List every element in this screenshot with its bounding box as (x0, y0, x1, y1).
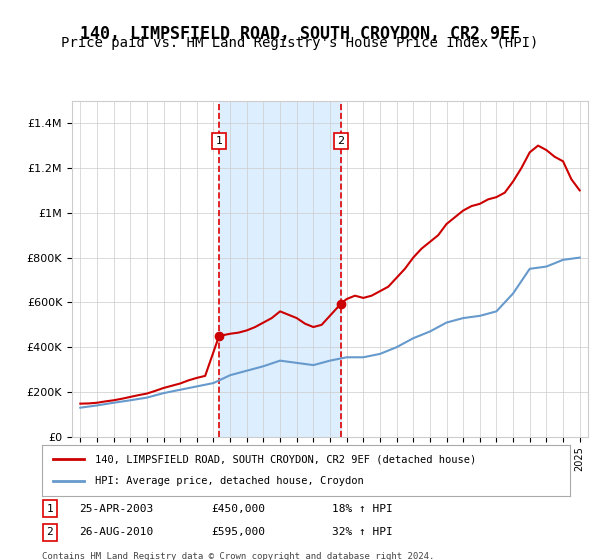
Text: HPI: Average price, detached house, Croydon: HPI: Average price, detached house, Croy… (95, 477, 364, 487)
Bar (219, 101, 341, 437)
Text: 2: 2 (338, 136, 344, 146)
Text: Contains HM Land Registry data © Crown copyright and database right 2024.
This d: Contains HM Land Registry data © Crown c… (42, 552, 434, 560)
Text: 18% ↑ HPI: 18% ↑ HPI (332, 503, 393, 514)
Text: £450,000: £450,000 (211, 503, 265, 514)
Text: £595,000: £595,000 (211, 528, 265, 538)
Text: 2: 2 (47, 528, 53, 538)
Text: 1: 1 (47, 503, 53, 514)
Text: 26-AUG-2010: 26-AUG-2010 (79, 528, 153, 538)
Text: 1: 1 (215, 136, 223, 146)
Text: Price paid vs. HM Land Registry's House Price Index (HPI): Price paid vs. HM Land Registry's House … (61, 36, 539, 50)
Text: 25-APR-2003: 25-APR-2003 (79, 503, 153, 514)
Text: 140, LIMPSFIELD ROAD, SOUTH CROYDON, CR2 9EF (detached house): 140, LIMPSFIELD ROAD, SOUTH CROYDON, CR2… (95, 454, 476, 464)
Text: 140, LIMPSFIELD ROAD, SOUTH CROYDON, CR2 9EF: 140, LIMPSFIELD ROAD, SOUTH CROYDON, CR2… (80, 25, 520, 43)
Text: 32% ↑ HPI: 32% ↑ HPI (332, 528, 393, 538)
